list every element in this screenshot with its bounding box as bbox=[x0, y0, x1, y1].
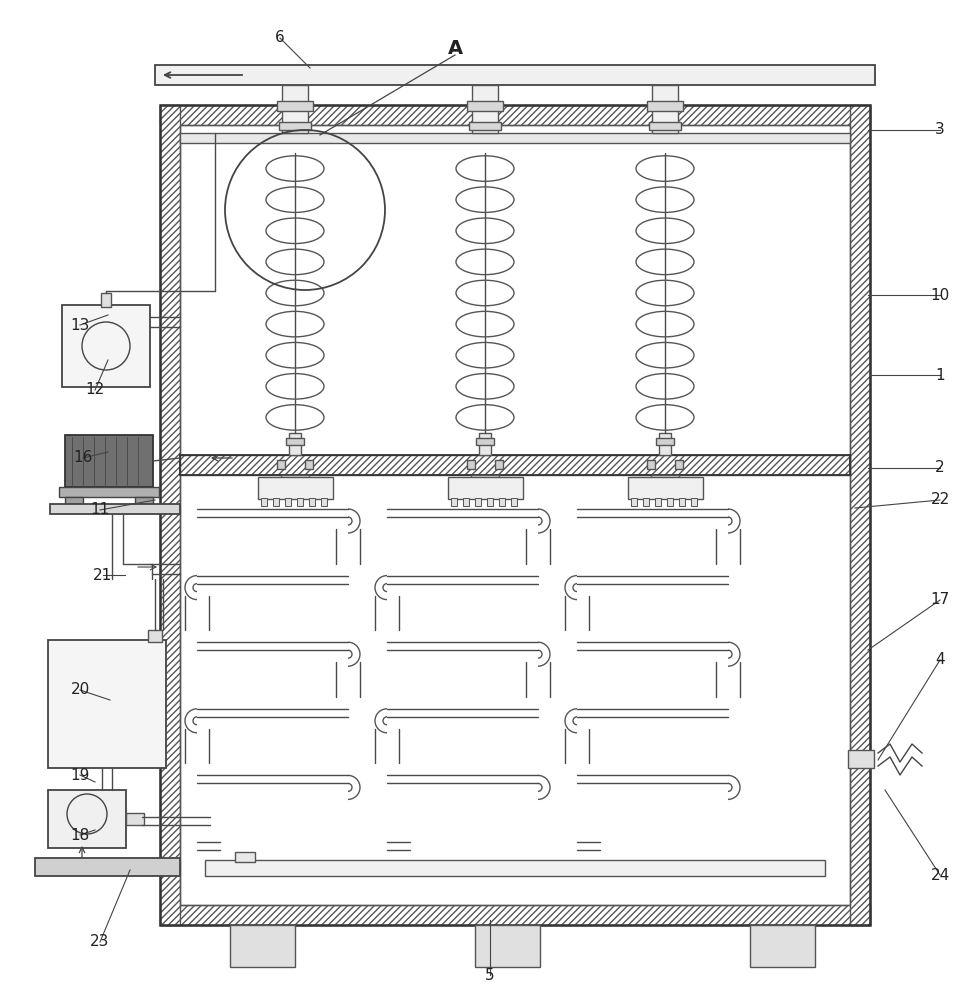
Polygon shape bbox=[281, 475, 309, 491]
Text: 19: 19 bbox=[70, 768, 90, 782]
Polygon shape bbox=[472, 85, 498, 133]
Text: 3: 3 bbox=[935, 122, 945, 137]
Text: 23: 23 bbox=[90, 934, 109, 950]
Polygon shape bbox=[467, 460, 475, 469]
Polygon shape bbox=[160, 105, 180, 925]
Polygon shape bbox=[273, 498, 278, 506]
Polygon shape bbox=[467, 101, 503, 111]
Polygon shape bbox=[475, 498, 481, 506]
Polygon shape bbox=[691, 498, 697, 506]
Text: 18: 18 bbox=[70, 828, 90, 842]
Polygon shape bbox=[126, 813, 144, 825]
Polygon shape bbox=[469, 122, 501, 130]
Polygon shape bbox=[476, 438, 494, 445]
Polygon shape bbox=[160, 905, 870, 925]
Polygon shape bbox=[286, 438, 304, 445]
Polygon shape bbox=[65, 497, 83, 504]
Polygon shape bbox=[678, 498, 685, 506]
Polygon shape bbox=[235, 852, 255, 862]
Polygon shape bbox=[59, 487, 159, 497]
Polygon shape bbox=[447, 477, 523, 499]
Polygon shape bbox=[511, 498, 517, 506]
Polygon shape bbox=[655, 498, 660, 506]
Text: 5: 5 bbox=[486, 968, 494, 982]
Polygon shape bbox=[498, 498, 504, 506]
Polygon shape bbox=[750, 925, 815, 967]
Polygon shape bbox=[180, 133, 850, 143]
Polygon shape bbox=[309, 498, 315, 506]
Polygon shape bbox=[627, 477, 702, 499]
Text: 1: 1 bbox=[935, 367, 945, 382]
Text: 2: 2 bbox=[935, 460, 945, 476]
Polygon shape bbox=[279, 122, 311, 130]
Polygon shape bbox=[320, 498, 326, 506]
Polygon shape bbox=[487, 498, 492, 506]
Polygon shape bbox=[643, 498, 649, 506]
Polygon shape bbox=[160, 105, 870, 125]
Text: 12: 12 bbox=[85, 382, 105, 397]
Text: 16: 16 bbox=[73, 450, 93, 466]
Polygon shape bbox=[48, 640, 166, 768]
Polygon shape bbox=[277, 460, 285, 469]
Polygon shape bbox=[848, 750, 874, 768]
Polygon shape bbox=[450, 498, 456, 506]
Polygon shape bbox=[647, 460, 655, 469]
Polygon shape bbox=[65, 435, 153, 487]
Text: 4: 4 bbox=[935, 652, 945, 668]
Polygon shape bbox=[50, 504, 180, 514]
Polygon shape bbox=[205, 860, 825, 876]
Text: 21: 21 bbox=[94, 568, 112, 582]
Polygon shape bbox=[48, 790, 126, 848]
Polygon shape bbox=[651, 475, 679, 491]
Polygon shape bbox=[656, 438, 674, 445]
Text: A: A bbox=[447, 38, 462, 57]
Text: 24: 24 bbox=[930, 867, 950, 882]
Text: 17: 17 bbox=[930, 592, 950, 607]
Polygon shape bbox=[630, 498, 636, 506]
Text: 6: 6 bbox=[276, 30, 285, 45]
Polygon shape bbox=[289, 433, 301, 455]
Polygon shape bbox=[296, 498, 303, 506]
Polygon shape bbox=[101, 293, 111, 307]
Polygon shape bbox=[62, 305, 150, 387]
Polygon shape bbox=[180, 455, 850, 475]
Polygon shape bbox=[495, 460, 503, 469]
Text: 22: 22 bbox=[930, 492, 950, 508]
Polygon shape bbox=[35, 858, 180, 876]
Polygon shape bbox=[475, 925, 540, 967]
Text: 11: 11 bbox=[91, 502, 109, 518]
Polygon shape bbox=[261, 498, 267, 506]
Polygon shape bbox=[471, 475, 499, 491]
Polygon shape bbox=[649, 122, 681, 130]
Polygon shape bbox=[647, 101, 683, 111]
Polygon shape bbox=[230, 925, 295, 967]
Polygon shape bbox=[666, 498, 672, 506]
Text: 20: 20 bbox=[70, 682, 90, 698]
Text: 13: 13 bbox=[70, 318, 90, 332]
Polygon shape bbox=[675, 460, 683, 469]
Polygon shape bbox=[148, 630, 162, 642]
Polygon shape bbox=[135, 497, 153, 504]
Polygon shape bbox=[659, 433, 671, 455]
Polygon shape bbox=[258, 477, 332, 499]
Polygon shape bbox=[652, 85, 678, 133]
Polygon shape bbox=[305, 460, 313, 469]
Polygon shape bbox=[462, 498, 469, 506]
Text: 10: 10 bbox=[930, 288, 950, 302]
Polygon shape bbox=[282, 85, 308, 133]
Polygon shape bbox=[155, 65, 875, 85]
Polygon shape bbox=[277, 101, 313, 111]
Polygon shape bbox=[284, 498, 290, 506]
Polygon shape bbox=[850, 105, 870, 925]
Polygon shape bbox=[479, 433, 491, 455]
